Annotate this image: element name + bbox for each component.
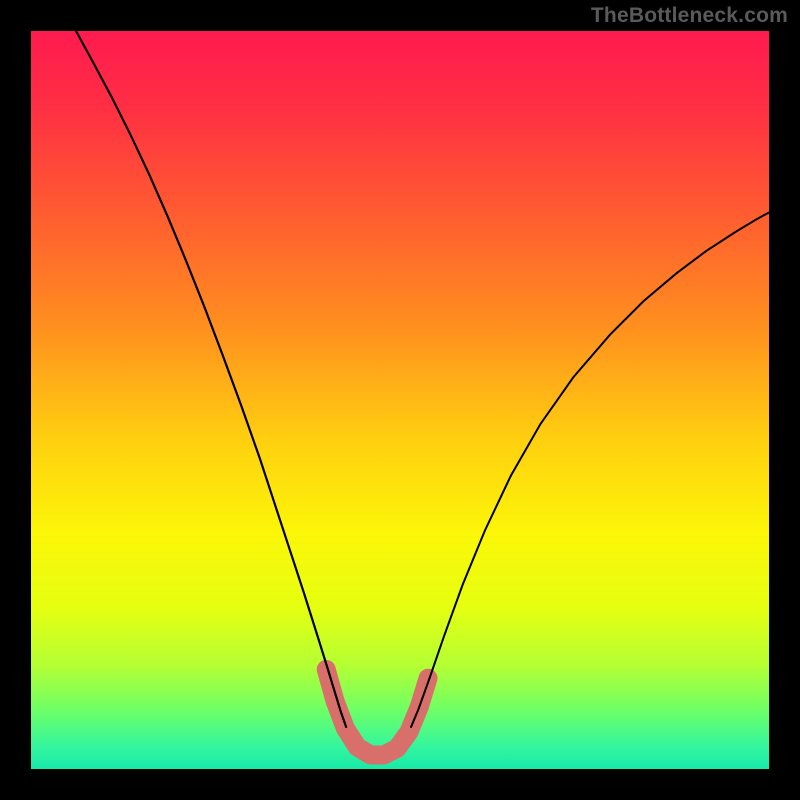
gradient-background [31, 31, 769, 769]
chart-canvas [0, 0, 800, 800]
watermark-text: TheBottleneck.com [591, 4, 788, 28]
bottleneck-chart: TheBottleneck.com [0, 0, 800, 800]
